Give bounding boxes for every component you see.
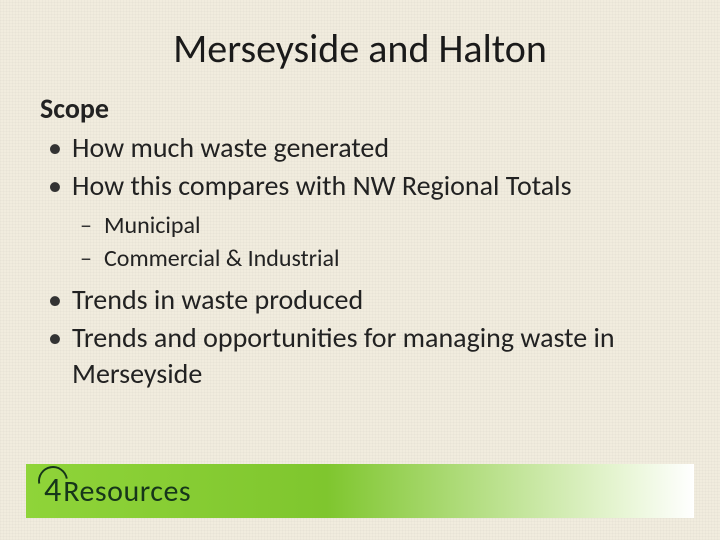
bullet-item: Trends and opportunities for managing wa…: [40, 320, 680, 392]
sub-bullet-list: Municipal Commercial & Industrial: [40, 210, 680, 274]
sub-bullet-text: Commercial & Industrial: [104, 244, 340, 273]
bullet-text: Trends in waste produced: [72, 282, 363, 317]
sub-bullet-item: Commercial & Industrial: [40, 243, 680, 274]
bullet-text: How much waste generated: [72, 130, 389, 165]
bullet-text: How this compares with NW Regional Total…: [72, 168, 572, 203]
bullet-list-2: Trends in waste produced Trends and oppo…: [40, 282, 680, 391]
sub-bullet-item: Municipal: [40, 210, 680, 241]
logo-four-icon: 4: [44, 474, 63, 508]
slide: Merseyside and Halton Scope How much was…: [0, 0, 720, 540]
bullet-list: How much waste generated How this compar…: [40, 130, 680, 204]
bullet-item: How much waste generated: [40, 130, 680, 166]
sub-bullet-text: Municipal: [104, 211, 201, 240]
bullet-item: How this compares with NW Regional Total…: [40, 168, 680, 204]
scope-heading: Scope: [40, 91, 680, 126]
slide-title: Merseyside and Halton: [40, 24, 680, 73]
bullet-item: Trends in waste produced: [40, 282, 680, 318]
logo-bar: 4 Resources: [26, 464, 694, 518]
logo-word: Resources: [63, 477, 191, 507]
bullet-text: Trends and opportunities for managing wa…: [72, 320, 615, 391]
logo: 4 Resources: [44, 474, 191, 508]
